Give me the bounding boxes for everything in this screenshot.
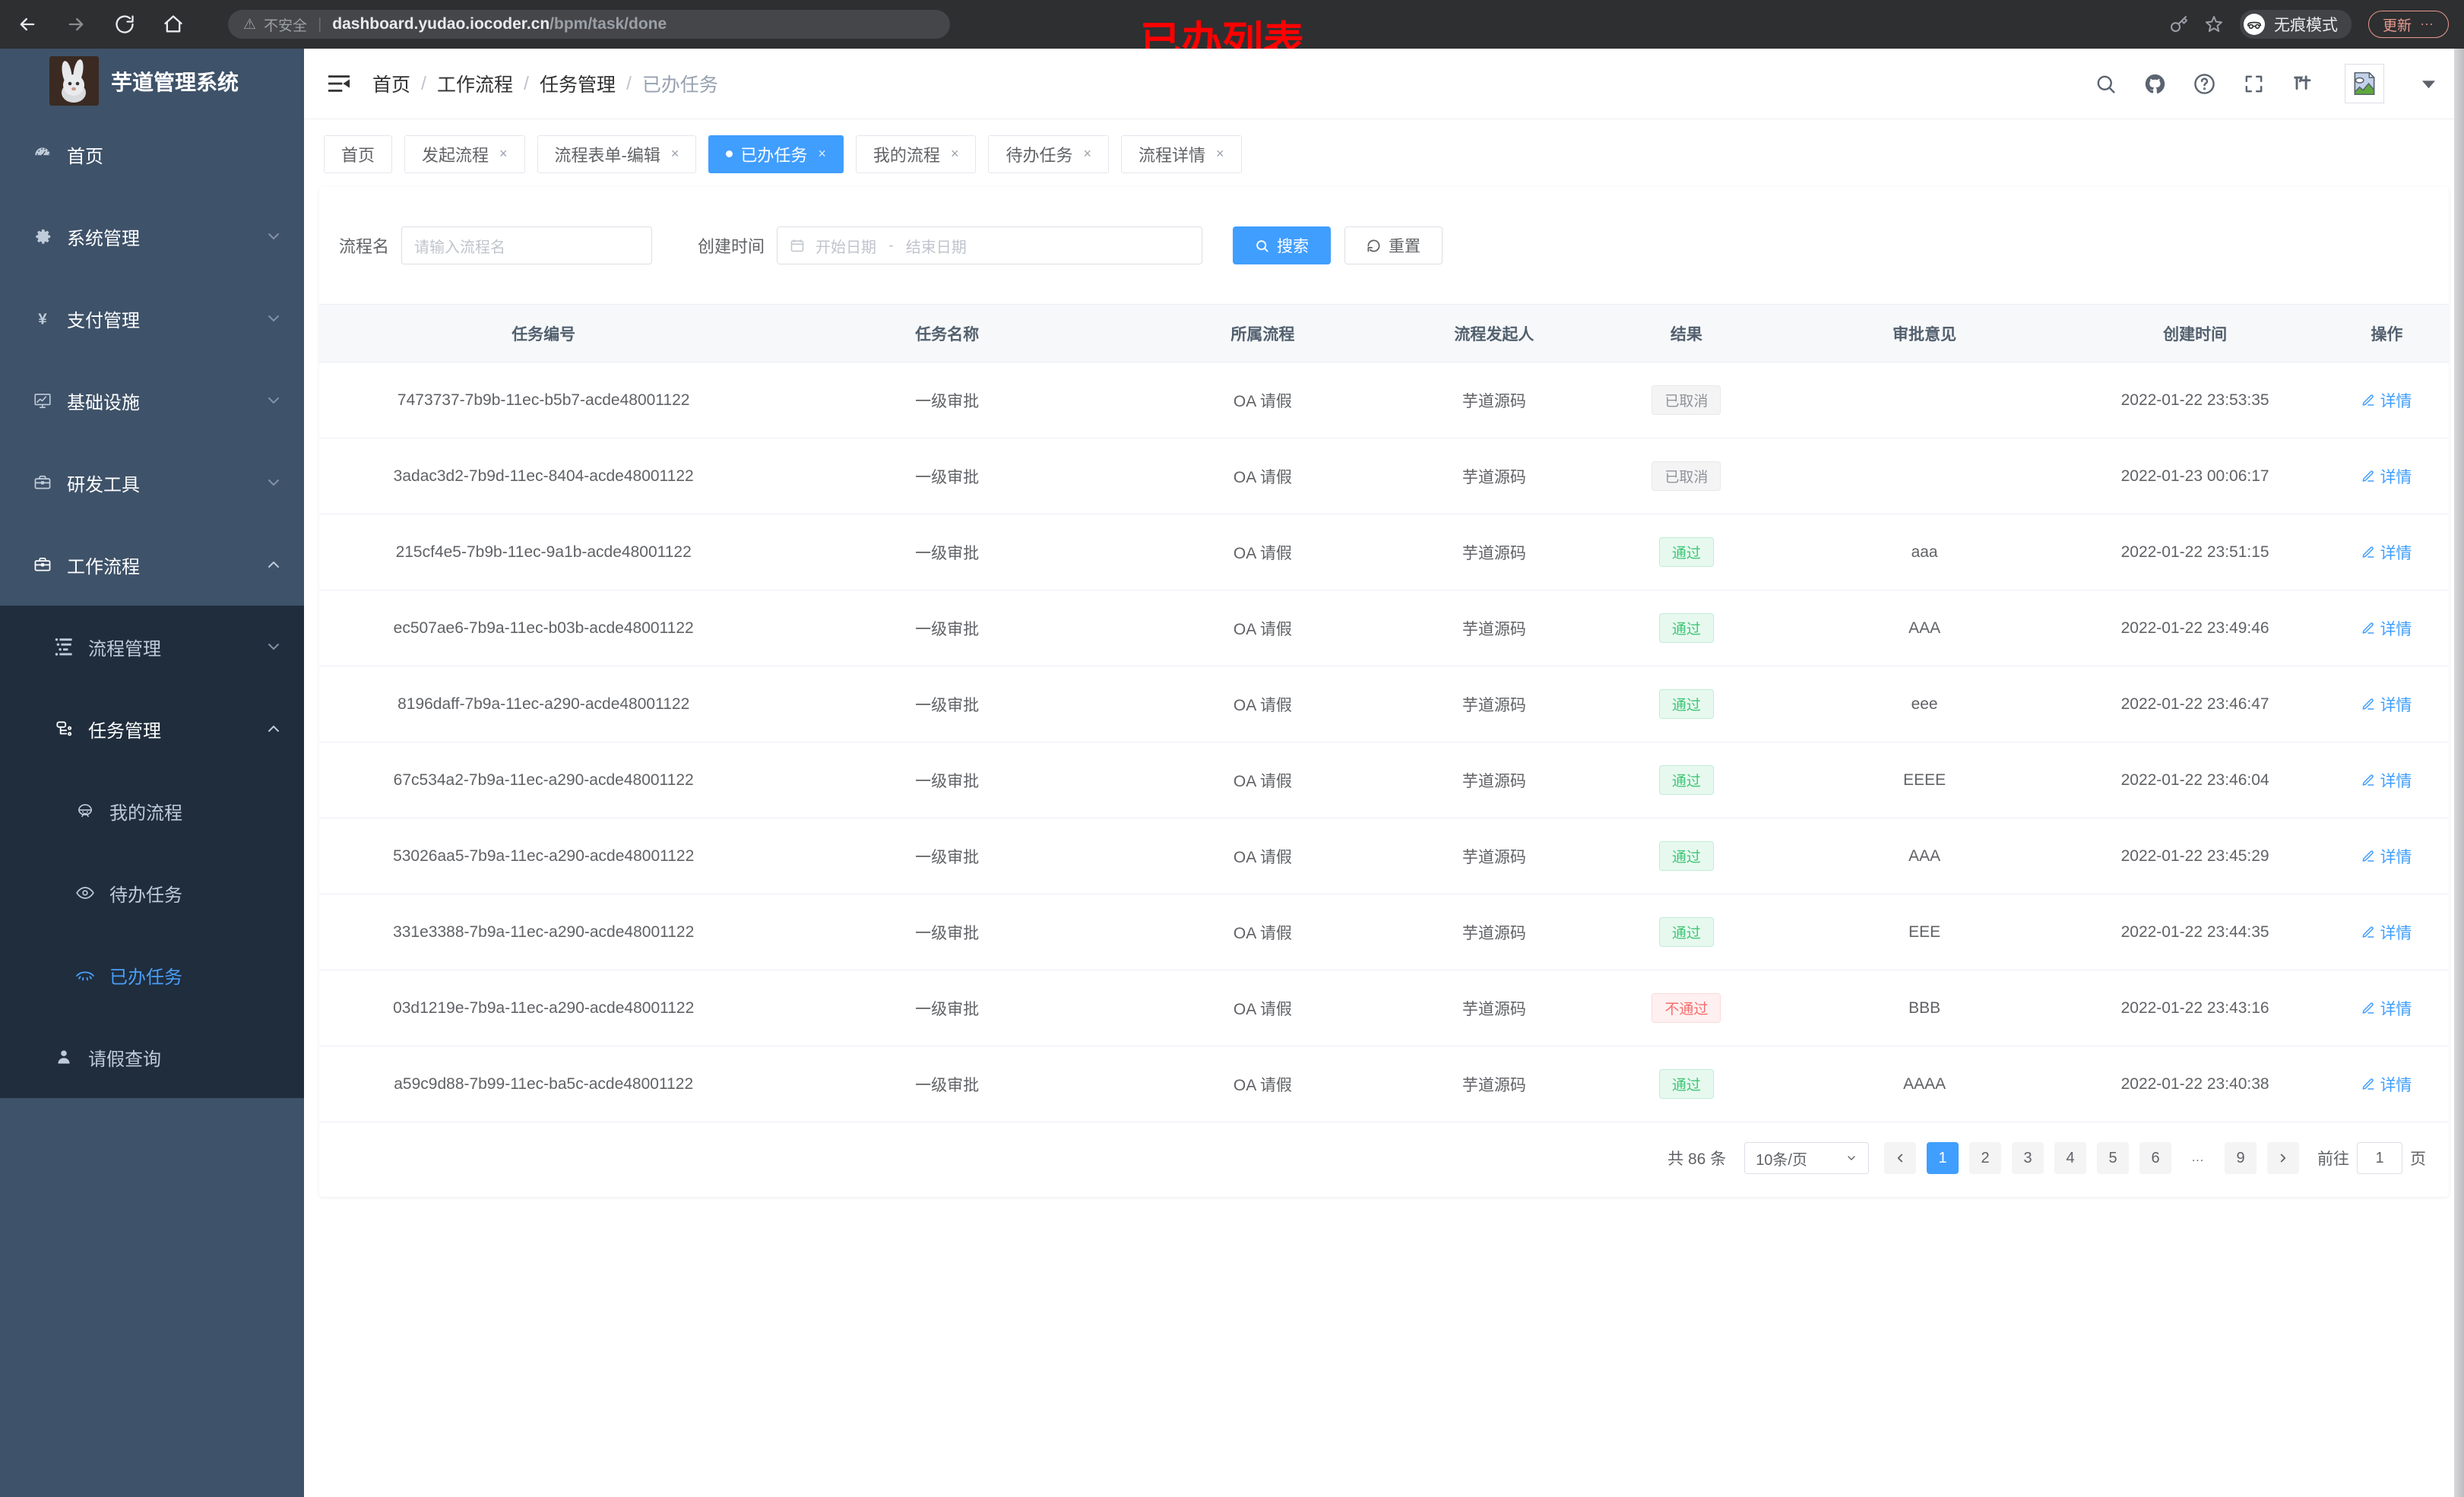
svg-text:¥: ¥: [38, 311, 47, 328]
